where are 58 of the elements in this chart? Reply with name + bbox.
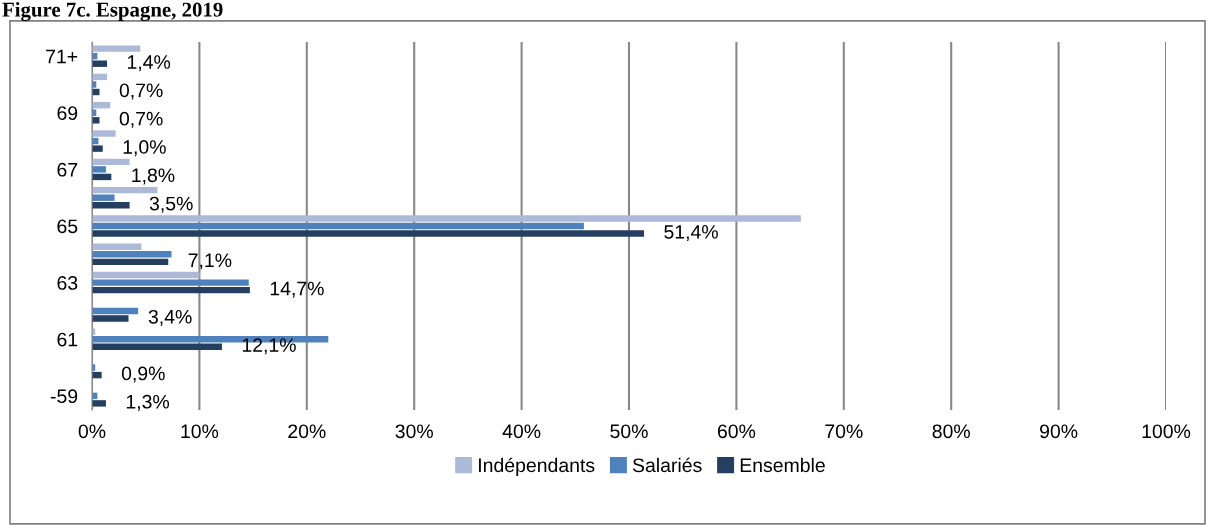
data-label: 3,4% bbox=[148, 309, 192, 326]
legend-label: Ensemble bbox=[740, 457, 825, 473]
y-tick-label: 65 bbox=[57, 219, 78, 234]
data-label: 0,7% bbox=[119, 83, 163, 100]
x-tick-label: 10% bbox=[181, 424, 219, 439]
data-label: 1,3% bbox=[126, 394, 170, 411]
bar bbox=[92, 243, 142, 250]
bar bbox=[92, 251, 172, 258]
bar bbox=[92, 271, 200, 279]
data-label: 12,1% bbox=[242, 338, 296, 355]
x-tick-label: 60% bbox=[717, 424, 756, 439]
data-label: 0,9% bbox=[121, 366, 165, 383]
x-tick-label: 0% bbox=[78, 424, 106, 439]
x-tick-label: 70% bbox=[825, 424, 863, 439]
bar bbox=[92, 130, 116, 137]
y-tick-label: 71+ bbox=[46, 49, 78, 64]
bar bbox=[92, 286, 250, 294]
x-tick-label: 90% bbox=[1040, 424, 1078, 439]
bar bbox=[92, 145, 103, 152]
bar bbox=[92, 307, 139, 315]
bar bbox=[92, 60, 108, 67]
bar bbox=[92, 194, 115, 201]
y-tick-label: -59 bbox=[50, 389, 78, 404]
bar bbox=[92, 202, 130, 209]
bar bbox=[92, 158, 130, 166]
y-tick-label: 67 bbox=[57, 162, 78, 177]
legend-label: Indépendants bbox=[479, 457, 595, 476]
x-tick-label: 50% bbox=[610, 424, 648, 439]
data-label: 1,0% bbox=[123, 140, 166, 157]
data-label: 7,1% bbox=[188, 253, 232, 270]
bar bbox=[92, 117, 100, 124]
x-tick-label: 100% bbox=[1142, 424, 1191, 439]
bar bbox=[92, 343, 222, 350]
y-tick-label: 63 bbox=[57, 276, 78, 290]
bar bbox=[92, 279, 249, 286]
x-tick-label: 40% bbox=[502, 424, 541, 439]
y-tick-label: 69 bbox=[57, 106, 78, 121]
data-label: 14,7% bbox=[270, 281, 324, 298]
bar bbox=[92, 186, 158, 194]
legend-label: Salariés bbox=[632, 457, 702, 473]
y-tick-label: 61 bbox=[57, 332, 78, 347]
bar bbox=[92, 400, 106, 407]
data-label: 3,5% bbox=[149, 196, 193, 213]
data-label: 1,4% bbox=[127, 55, 171, 72]
chart-title: Figure 7c. Espagne, 2019 bbox=[2, 2, 223, 22]
bar bbox=[92, 222, 584, 230]
data-label: 1,8% bbox=[132, 168, 175, 185]
x-tick-label: 30% bbox=[395, 424, 433, 439]
data-label: 0,7% bbox=[119, 111, 163, 128]
bar bbox=[92, 315, 129, 322]
bar bbox=[92, 230, 645, 237]
data-label: 51,4% bbox=[664, 225, 718, 242]
x-tick-label: 80% bbox=[932, 424, 970, 439]
bar bbox=[92, 45, 141, 52]
bar bbox=[92, 258, 169, 266]
x-tick-label: 20% bbox=[288, 424, 326, 439]
bar bbox=[92, 215, 801, 222]
bar bbox=[92, 166, 106, 173]
